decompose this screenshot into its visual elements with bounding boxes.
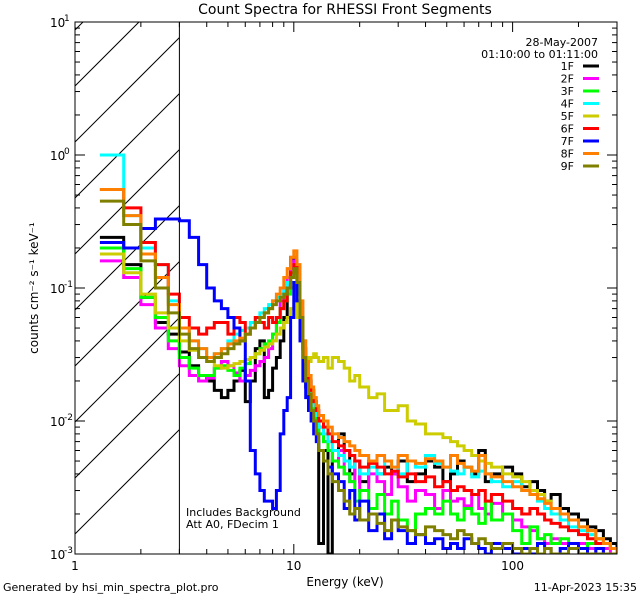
hatch-line <box>75 22 84 31</box>
y-tick-exponent: 0 <box>64 147 70 157</box>
x-tick-label: 10 <box>286 559 301 573</box>
legend-label-1F: 1F <box>561 60 574 73</box>
generated-by-text: Generated by hsi_min_spectra_plot.pro <box>3 581 219 594</box>
series-line-3F <box>99 246 617 554</box>
annotation-attenuator: Att A0, FDecim 1 <box>186 518 279 531</box>
footer-timestamp: 11-Apr-2023 15:35 <box>533 581 637 594</box>
x-tick-label: 100 <box>501 559 524 573</box>
legend-label-4F: 4F <box>561 98 574 111</box>
hatch-line <box>75 22 140 87</box>
y-tick-label: 10 <box>50 548 65 562</box>
hatch-line <box>75 37 180 143</box>
x-axis-label: Energy (keV) <box>306 575 383 589</box>
hatch-line <box>75 317 180 423</box>
hatch-line <box>75 373 180 479</box>
legend-label-6F: 6F <box>561 123 574 136</box>
hatch-line <box>75 93 180 199</box>
hatch-line <box>75 205 180 311</box>
observation-date: 28-May-2007 <box>526 36 598 49</box>
legend-label-7F: 7F <box>561 135 574 148</box>
hatch-line <box>75 261 180 367</box>
y-tick-label: 10 <box>50 415 65 429</box>
series-line-9F <box>99 199 617 554</box>
x-tick-label: 1 <box>71 559 79 573</box>
series-line-5F <box>99 252 617 554</box>
y-tick-label: 10 <box>50 282 65 296</box>
observation-time-range: 01:10:00 to 01:11:00 <box>481 48 598 61</box>
hatch-line <box>75 429 180 535</box>
hatched-region <box>75 22 180 535</box>
y-tick-exponent: 1 <box>64 14 70 24</box>
chart-title: Count Spectra for RHESSI Front Segments <box>198 2 492 18</box>
y-axis-label: counts cm⁻² s⁻¹ keV⁻¹ <box>27 222 41 354</box>
legend-label-2F: 2F <box>561 73 574 86</box>
y-tick-exponent: -2 <box>64 413 73 423</box>
y-tick-exponent: -1 <box>64 280 73 290</box>
y-tick-label: 10 <box>50 149 65 163</box>
legend-label-8F: 8F <box>561 148 574 161</box>
y-tick-exponent: -3 <box>64 546 73 556</box>
series-lines <box>99 153 617 554</box>
legend-label-5F: 5F <box>561 110 574 123</box>
legend-label-3F: 3F <box>561 85 574 98</box>
annotation-background: Includes Background <box>186 506 301 519</box>
hatch-line <box>75 149 180 255</box>
legend-label-9F: 9F <box>561 160 574 173</box>
y-tick-label: 10 <box>50 16 65 30</box>
